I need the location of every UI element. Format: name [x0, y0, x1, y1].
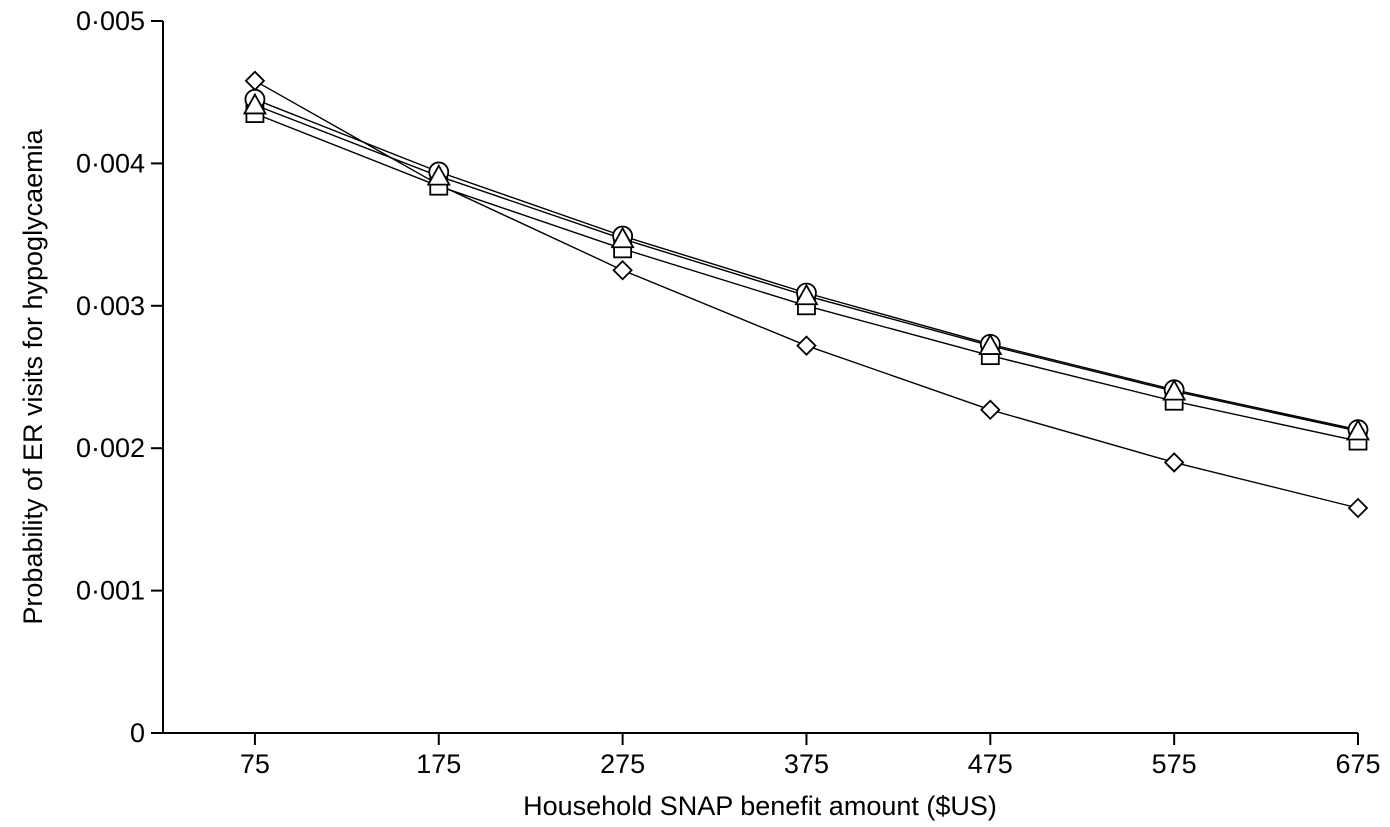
x-tick-label: 75 [240, 749, 270, 779]
y-tick-label: 0 [130, 718, 145, 748]
x-tick-label: 375 [784, 749, 829, 779]
x-tick-label: 675 [1335, 749, 1380, 779]
y-ticks: 0 0·001 0·002 0·003 0·004 0·005 [76, 6, 163, 748]
triangle-marker [1162, 378, 1187, 401]
triangle-marker [610, 226, 635, 249]
series-line-triangle [254, 104, 1359, 432]
x-tick-label: 575 [1152, 749, 1197, 779]
triangle-marker [426, 163, 451, 186]
x-tick-label: 275 [600, 749, 645, 779]
diamond-marker [1163, 452, 1185, 473]
x-ticks: 75 175 275 375 475 575 675 [240, 733, 1381, 779]
x-axis-label: Household SNAP benefit amount ($US) [523, 791, 997, 821]
y-tick-label: 0·004 [76, 148, 145, 178]
diamond-marker [980, 399, 1001, 421]
axes [162, 21, 1358, 734]
triangle-marker [242, 92, 267, 115]
series-line-square [254, 112, 1359, 442]
y-tick-label: 0·002 [76, 433, 145, 463]
y-tick-label: 0·003 [76, 291, 145, 321]
diamond-marker [612, 259, 633, 281]
triangle-marker [978, 333, 1003, 355]
series-markers [242, 70, 1371, 519]
y-tick-label: 0·005 [76, 6, 145, 36]
diamond-marker [244, 70, 266, 92]
triangle-marker [1345, 418, 1371, 441]
series-line-circle [254, 98, 1359, 431]
x-tick-label: 175 [416, 749, 461, 779]
x-tick-label: 475 [968, 749, 1013, 779]
y-axis-label: Probability of ER visits for hypoglycaem… [18, 128, 48, 624]
triangle-marker [794, 283, 819, 306]
y-tick-label: 0·001 [76, 576, 145, 606]
diamond-marker [796, 335, 817, 356]
diamond-marker [1347, 497, 1369, 519]
